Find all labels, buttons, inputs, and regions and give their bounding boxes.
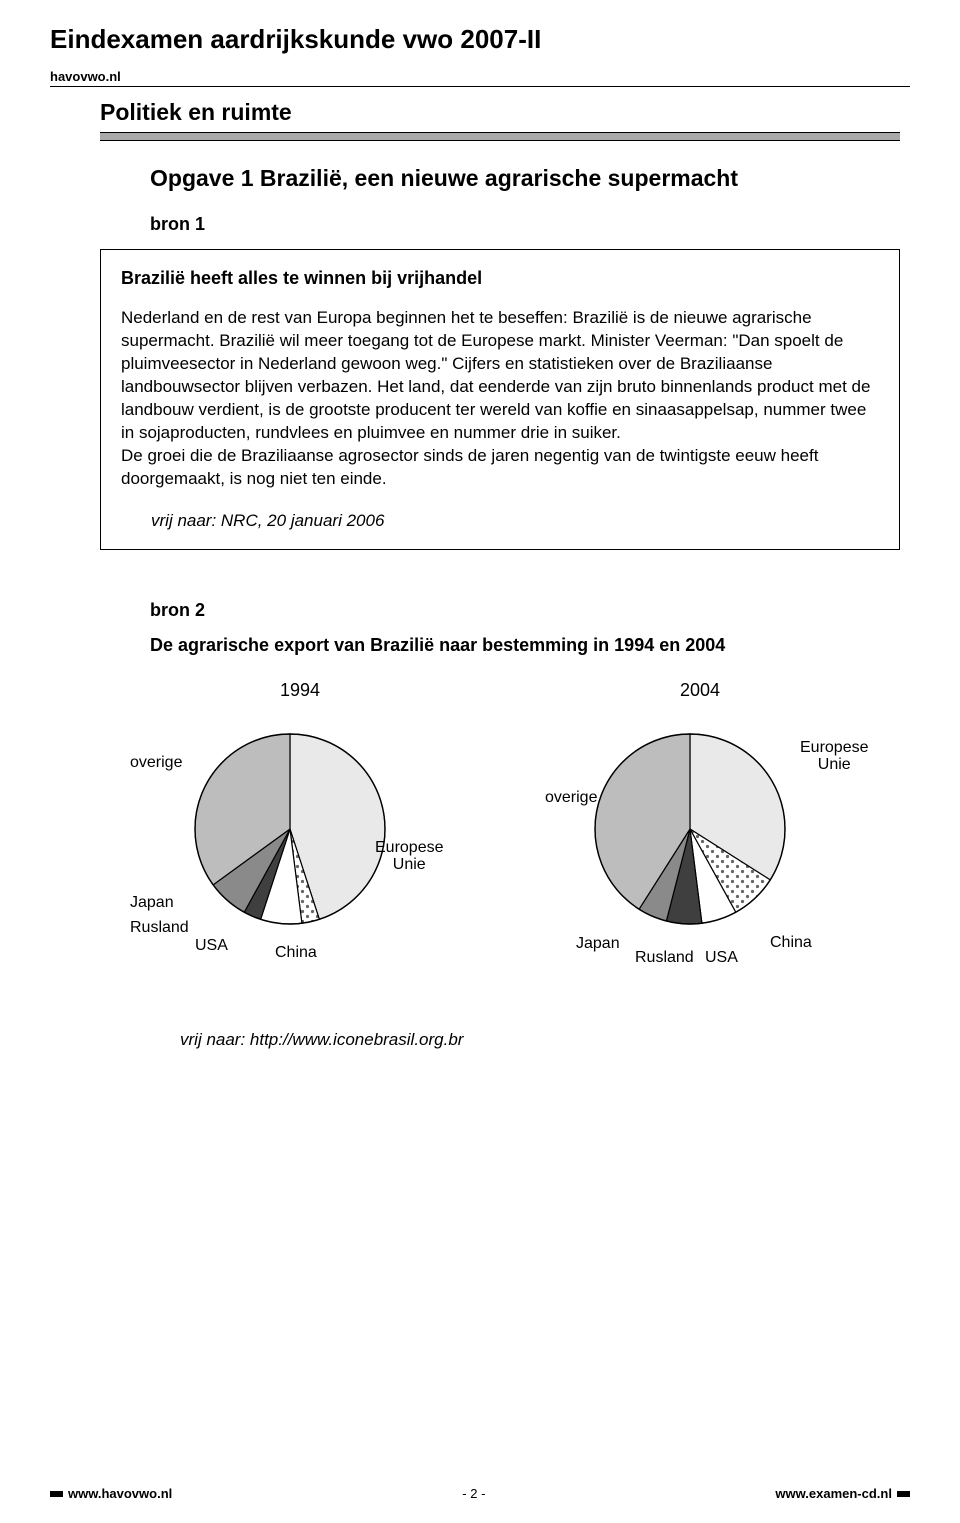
pie-label-china: China (770, 934, 812, 952)
footer-left-text: www.havovwo.nl (68, 1486, 172, 1501)
bron1-title: Brazilië heeft alles te winnen bij vrijh… (121, 268, 879, 289)
opgave-title: Opgave 1 Brazilië, een nieuwe agrarische… (150, 165, 900, 192)
charts-row: 1994 overige Japan Rusland USA China Europese… (100, 680, 900, 990)
exam-title: Eindexamen aardrijkskunde vwo 2007-II (50, 24, 910, 55)
pie-label-rusland: Rusland (130, 919, 189, 937)
chart-year-1994: 1994 (130, 680, 470, 701)
bron1-source: vrij naar: NRC, 20 januari 2006 (151, 511, 879, 531)
footer-page-number: - 2 - (462, 1486, 485, 1501)
pie-label-usa: USA (705, 949, 738, 967)
pie-label-europese-unie: EuropeseUnie (800, 739, 869, 774)
chart-year-2004: 2004 (530, 680, 870, 701)
chart-1994: 1994 overige Japan Rusland USA China Europese… (130, 680, 470, 990)
pie-label-rusland: Rusland (635, 949, 694, 967)
top-divider (50, 86, 910, 87)
pie-label-overige: overige (545, 789, 597, 807)
footer-right: www.examen-cd.nl (775, 1486, 910, 1501)
bron1-body: Nederland en de rest van Europa beginnen… (121, 307, 879, 491)
footer-right-text: www.examen-cd.nl (775, 1486, 892, 1501)
section-title: Politiek en ruimte (100, 99, 900, 126)
chart-2004: 2004 overige Japan Rusland USA China Europese… (530, 680, 870, 990)
bron2-label: bron 2 (150, 600, 900, 621)
footer-box-icon (897, 1491, 910, 1497)
pie-label-japan: Japan (576, 935, 620, 953)
pie-1994: overige Japan Rusland USA China EuropeseUnie (130, 709, 470, 969)
footer-box-icon (50, 1491, 63, 1497)
pie-label-china: China (275, 944, 317, 962)
bron1-label: bron 1 (150, 214, 900, 235)
pie-label-europese-unie: EuropeseUnie (375, 839, 444, 874)
pie-2004: overige Japan Rusland USA China EuropeseUnie (530, 709, 870, 969)
bron1-box: Brazilië heeft alles te winnen bij vrijh… (100, 249, 900, 550)
bron2-source: vrij naar: http://www.iconebrasil.org.br (180, 1030, 900, 1050)
page-footer: www.havovwo.nl - 2 - www.examen-cd.nl (50, 1486, 910, 1501)
section-divider (100, 132, 900, 141)
footer-left: www.havovwo.nl (50, 1486, 172, 1501)
pie-label-overige: overige (130, 754, 182, 772)
bron2-title: De agrarische export van Brazilië naar b… (150, 635, 900, 656)
top-site-label: havovwo.nl (50, 69, 910, 84)
pie-label-usa: USA (195, 937, 228, 955)
pie-label-japan: Japan (130, 894, 174, 912)
